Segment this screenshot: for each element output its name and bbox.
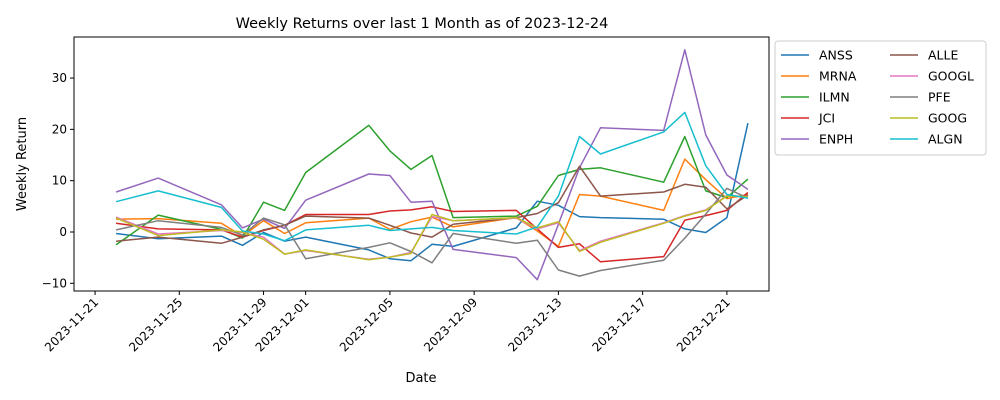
series-line-alle [116,165,749,245]
series-line-pfe [115,187,749,277]
plot-frame [73,36,770,292]
legend-label-pfe: PFE [928,90,951,105]
x-axis-label: Date [405,371,436,386]
x-tick-label: 2023-12-05 [337,295,396,354]
series-line-algn [115,111,749,242]
legend-label-enph: ENPH [819,132,853,147]
series-line-enph [115,49,749,281]
x-axis: 2023-11-21 2023-11-25 2023-11-292023-12-01… [42,291,733,354]
x-tick-label: 2023-12-21 [674,295,733,354]
y-tick-label: 20 [52,122,67,136]
legend-label-googl: GOOGL [928,69,974,84]
series-line-goog [115,195,748,261]
legend-label-ilmn: ILMN [819,90,850,105]
legend-label-mrna: MRNA [819,69,857,84]
chart-title: Weekly Returns over last 1 Month as of 2… [236,16,609,32]
y-tick-label: −10 [42,276,67,290]
legend-frame [774,40,987,156]
plot-lines [115,49,749,281]
x-tick-label: 2023-12-13 [505,295,564,354]
legend-label-alle: ALLE [928,48,958,63]
series-line-mrna [116,158,749,248]
x-tick-label: 2023-11-25 [126,295,185,354]
x-tick-label: 2023-12-17 [590,295,649,354]
y-tick-label: 30 [52,71,67,85]
y-tick-label: 10 [52,174,67,188]
y-axis-label: Weekly Return [15,117,30,211]
legend-label-algn: ALGN [928,132,963,147]
legend-label-anss: ANSS [819,48,853,63]
x-tick-label: 2023-12-09 [421,295,480,354]
series-line-ilmn [115,124,749,246]
y-tick-label: 0 [59,225,67,239]
y-axis: −10 0 10 20 30 [42,71,74,290]
x-tick-label: 2023-11-21 [42,295,101,354]
series-line-anss [116,123,749,262]
legend-label-jci: JCI [818,111,835,126]
legend: ANSS MRNA ILMN JCI ENPH ALLE GOOGL PFE GOOG ALGN [774,40,987,156]
legend-label-goog: GOOG [928,111,967,126]
